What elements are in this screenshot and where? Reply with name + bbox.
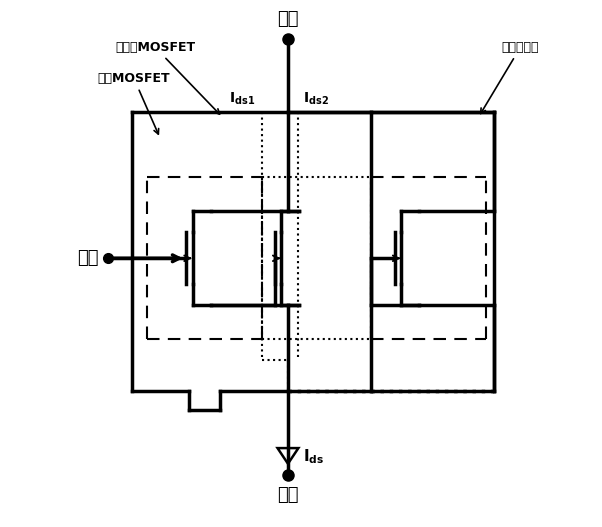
Text: $\mathbf{I_{ds}}$: $\mathbf{I_{ds}}$: [303, 447, 324, 466]
Text: 栅极: 栅极: [77, 249, 99, 267]
Text: $\mathbf{I_{ds2}}$: $\mathbf{I_{ds2}}$: [303, 91, 329, 107]
Text: 栅控二极管: 栅控二极管: [480, 41, 539, 113]
Text: $\mathbf{I_{ds1}}$: $\mathbf{I_{ds1}}$: [229, 91, 256, 107]
Text: 分离栅MOSFET: 分离栅MOSFET: [115, 41, 220, 114]
Text: 源极: 源极: [277, 486, 299, 504]
Text: 漏极: 漏极: [277, 10, 299, 28]
Text: 常规MOSFET: 常规MOSFET: [98, 72, 170, 134]
